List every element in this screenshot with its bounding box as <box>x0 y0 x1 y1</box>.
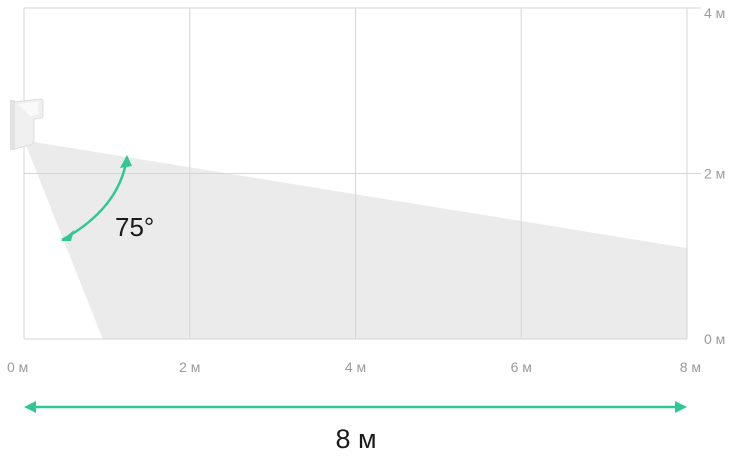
y-tick-label-4: 4 м <box>704 5 725 21</box>
y-tick-label-0: 0 м <box>704 331 725 347</box>
angle-arrowhead-bottom <box>61 230 74 241</box>
angle-arc <box>61 156 129 242</box>
angle-label: 75° <box>115 212 154 242</box>
angle-arrowhead-top <box>120 155 132 168</box>
x-tick-label-8: 8 м <box>680 359 701 375</box>
y-tick-label-2: 2 м <box>704 166 725 182</box>
x-tick-label-4: 4 м <box>345 359 366 375</box>
distance-arrowhead-left <box>24 401 36 413</box>
distance-label: 8 м <box>335 424 376 454</box>
x-tick-label-2: 2 м <box>179 359 200 375</box>
sensor-mount <box>10 100 15 150</box>
distance-arrowhead-right <box>675 401 687 413</box>
sensor-highlight <box>18 102 38 116</box>
motion-sensor-icon <box>10 98 44 150</box>
x-tick-label-0: 0 м <box>7 359 28 375</box>
x-tick-label-6: 6 м <box>511 359 532 375</box>
